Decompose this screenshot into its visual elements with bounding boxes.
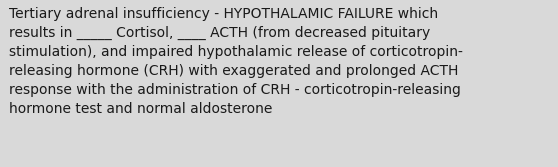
Text: Tertiary adrenal insufficiency - HYPOTHALAMIC FAILURE which
results in _____ Cor: Tertiary adrenal insufficiency - HYPOTHA… [9, 7, 463, 116]
